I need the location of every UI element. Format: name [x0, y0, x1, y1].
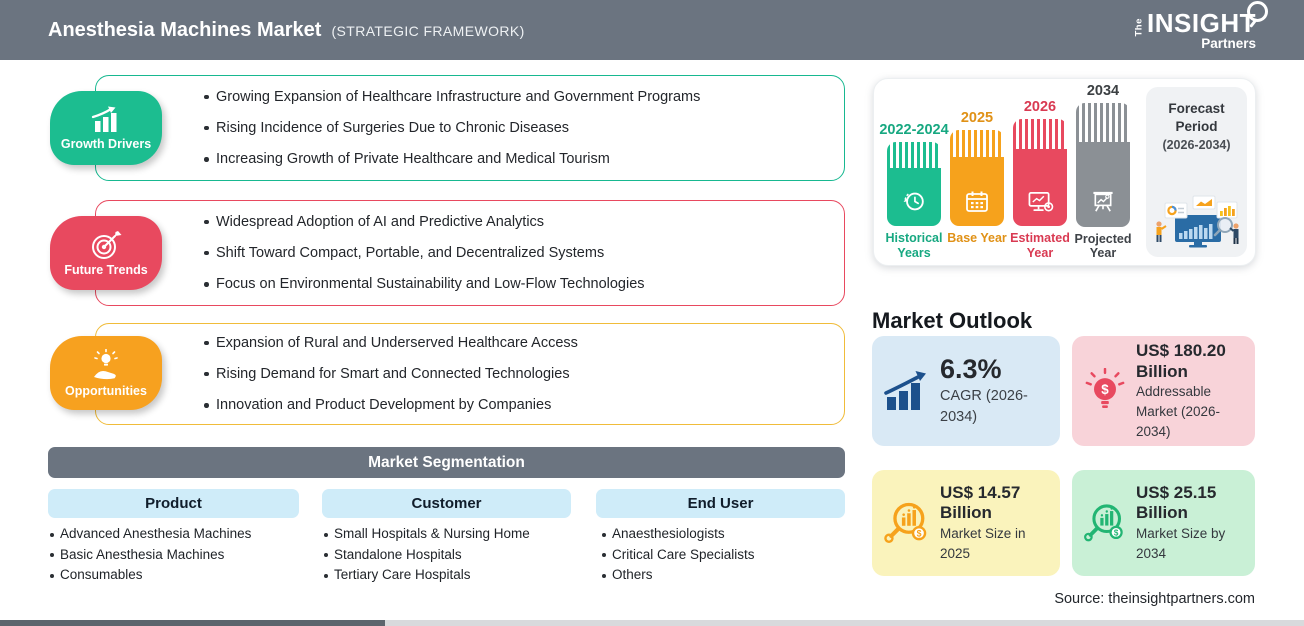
year-label: 2022-2024: [879, 122, 949, 138]
bullet-item: Focus on Environmental Sustainability an…: [202, 275, 824, 293]
enduser-items: Anaesthesiologists Critical Care Special…: [600, 524, 850, 586]
card-value: 6.3%: [940, 354, 1002, 385]
addressable-market-card: $ US$ 180.20 Billion Addressable Market …: [1072, 336, 1255, 446]
magnifier-bars-icon: $: [1084, 504, 1123, 542]
target-dart-icon: [92, 230, 122, 259]
segmentation-title: Market Segmentation: [368, 453, 525, 471]
projection-screen-icon: [1093, 191, 1113, 212]
bar-label: Estimated Year: [1010, 231, 1070, 260]
list-item: Tertiary Care Hospitals: [322, 565, 584, 586]
page-title-group: Anesthesia Machines Market (STRATEGIC FRA…: [48, 19, 525, 42]
market-segmentation-header: Market Segmentation: [48, 447, 845, 478]
monitor-gear-icon: [1028, 192, 1054, 212]
bullet-item: Expansion of Rural and Underserved Healt…: [202, 334, 824, 352]
list-item: Small Hospitals & Nursing Home: [322, 524, 584, 545]
page-subtitle: (STRATEGIC FRAMEWORK): [331, 22, 525, 39]
bar-chart-growth-icon: [91, 106, 117, 132]
list-item: Anaesthesiologists: [600, 524, 850, 545]
brand-logo: The INSIGHT Partners: [1133, 0, 1268, 51]
card-value: US$ 25.15 Billion: [1136, 482, 1217, 523]
badge-label: Growth Drivers: [60, 136, 152, 151]
market-outlook-title: Market Outlook: [872, 308, 1033, 334]
magnifier-bars-icon: $: [884, 502, 927, 544]
bullet-item: Growing Expansion of Healthcare Infrastr…: [202, 88, 824, 106]
bulb-dollar-icon: $: [1085, 368, 1125, 408]
base-year-bar: 2025 Base Year: [945, 83, 1009, 261]
year-label: 2025: [960, 110, 994, 126]
bullet-item: Shift Toward Compact, Portable, and Dece…: [202, 244, 824, 262]
card-description: Market Size in 2025: [940, 526, 1026, 561]
list-item: Basic Anesthesia Machines: [48, 545, 310, 566]
bar-label: Historical Years: [885, 231, 943, 260]
svg-text:$: $: [1101, 382, 1109, 397]
cagr-card: 6.3% CAGR (2026-2034): [872, 336, 1060, 446]
growth-arrow-bars-icon: [884, 371, 926, 410]
badge-label: Opportunities: [65, 383, 147, 398]
logo-the-text: The: [1133, 17, 1145, 36]
opportunities-badge: Opportunities: [50, 336, 162, 410]
source-attribution: Source: theinsightpartners.com: [1054, 591, 1255, 607]
bullet-item: Rising Incidence of Surgeries Due to Chr…: [202, 119, 824, 137]
segment-column-enduser: End User: [596, 489, 845, 518]
historical-years-bar: 2022-2024 Historical Years: [879, 83, 949, 261]
year-label: 2034: [1086, 83, 1120, 99]
growth-drivers-panel: Growing Expansion of Healthcare Infrastr…: [95, 75, 845, 181]
market-size-2034-card: $ US$ 25.15 Billion Market Size by 2034: [1072, 470, 1255, 576]
market-size-2025-card: $ US$ 14.57 Billion Market Size in 2025: [872, 470, 1060, 576]
list-item: Standalone Hospitals: [322, 545, 584, 566]
magnifier-icon: [1247, 0, 1268, 22]
estimated-year-bar: 2026 Estimated Year: [1008, 83, 1072, 261]
future-trends-panel: Widespread Adoption of AI and Predictive…: [95, 200, 845, 306]
header: Anesthesia Machines Market (STRATEGIC FRA…: [0, 0, 1304, 60]
bullet-item: Innovation and Product Development by Co…: [202, 396, 824, 414]
forecast-timeline-card: 2022-2024 Historical Years 2025: [873, 78, 1256, 266]
svg-text:$: $: [1114, 528, 1119, 537]
bar-label: Base Year: [947, 231, 1007, 245]
card-description: Market Size by 2034: [1136, 526, 1226, 561]
forecast-period-range: (2026-2034): [1162, 138, 1231, 153]
horizontal-scrollbar[interactable]: [0, 620, 1304, 626]
scrollbar-thumb[interactable]: [0, 620, 385, 626]
bullet-item: Widespread Adoption of AI and Predictive…: [202, 213, 824, 231]
list-item: Others: [600, 565, 850, 586]
badge-label: Future Trends: [64, 262, 148, 277]
page-title: Anesthesia Machines Market: [48, 18, 322, 41]
product-items: Advanced Anesthesia Machines Basic Anest…: [48, 524, 310, 586]
projected-year-bar: 2034 Projected Year: [1071, 83, 1135, 261]
logo-insight-text: INSIGHT: [1147, 7, 1256, 38]
list-item: Advanced Anesthesia Machines: [48, 524, 310, 545]
svg-text:$: $: [917, 528, 922, 538]
card-description: CAGR (2026-2034): [940, 388, 1028, 425]
card-value: US$ 14.57 Billion: [940, 482, 1021, 523]
bar-label: Projected Year: [1074, 231, 1132, 261]
bullet-item: Increasing Growth of Private Healthcare …: [202, 150, 824, 168]
card-description: Addressable Market (2026-2034): [1136, 384, 1221, 439]
bullet-item: Rising Demand for Smart and Connected Te…: [202, 365, 824, 383]
opportunities-panel: Expansion of Rural and Underserved Healt…: [95, 323, 845, 425]
bulb-hand-icon: [94, 348, 118, 379]
list-item: Critical Care Specialists: [600, 545, 850, 566]
history-clock-icon: [903, 192, 924, 211]
segment-column-product: Product: [48, 489, 299, 518]
growth-drivers-badge: Growth Drivers: [50, 91, 162, 165]
card-value: US$ 180.20 Billion: [1136, 340, 1226, 381]
forecast-period-panel: Forecast Period (2026-2034): [1146, 87, 1247, 257]
forecast-period-label: Forecast Period: [1168, 101, 1225, 134]
analysts-dashboard-illustration: [1155, 195, 1239, 248]
customer-items: Small Hospitals & Nursing Home Standalon…: [322, 524, 584, 586]
list-item: Consumables: [48, 565, 310, 586]
calendar-icon: [966, 191, 988, 212]
segment-column-customer: Customer: [322, 489, 571, 518]
future-trends-badge: Future Trends: [50, 216, 162, 290]
year-label: 2026: [1023, 99, 1057, 115]
logo-partners-text: Partners: [1201, 35, 1256, 51]
